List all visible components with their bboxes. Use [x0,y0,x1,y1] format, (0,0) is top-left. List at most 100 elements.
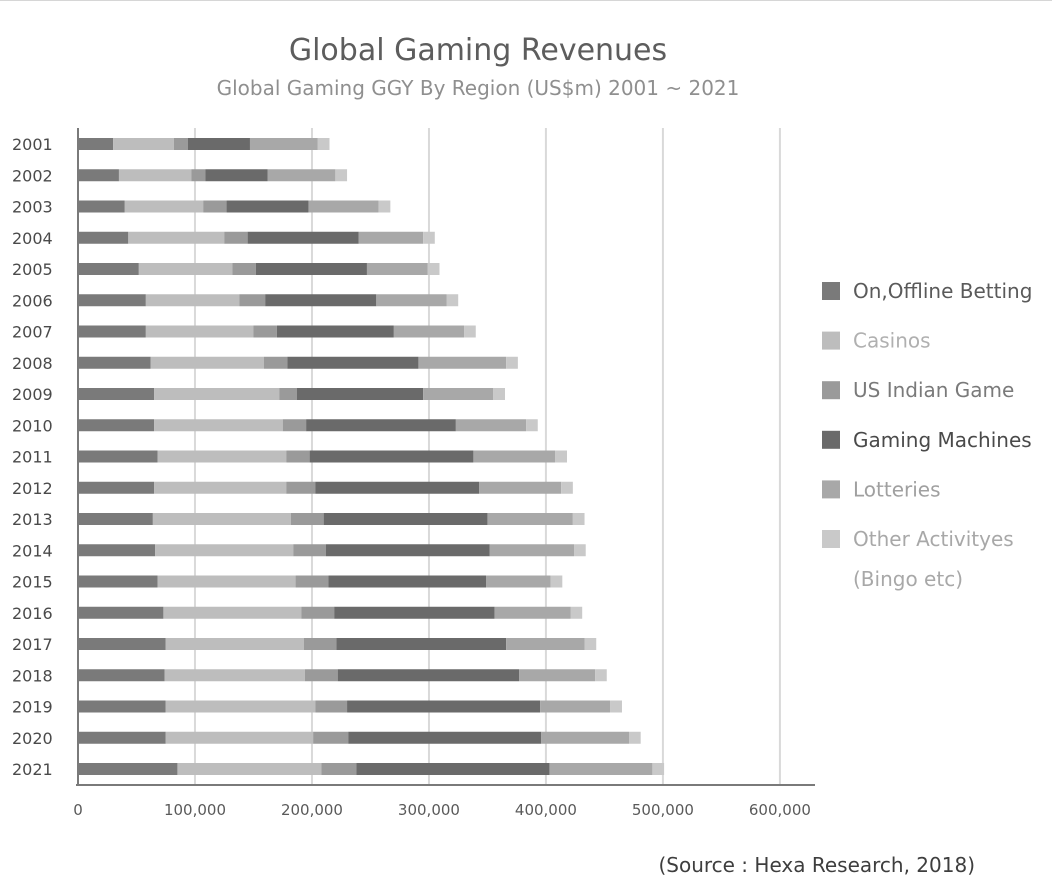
bar-2015-series-1 [157,575,296,588]
y-tick-label-2020: 2020 [12,729,53,748]
y-tick-label-2013: 2013 [12,510,53,529]
bar-2002-series-1 [118,169,192,182]
bar-2020-series-5 [628,731,641,744]
chart-title: Global Gaming Revenues [289,33,667,68]
bar-2006-series-0 [78,294,146,307]
bar-2016-series-0 [78,606,164,619]
bar-2003-series-4 [308,200,379,213]
bar-2017-series-3 [336,638,507,650]
y-tick-label-2006: 2006 [12,291,53,310]
bar-2016-series-2 [301,606,335,619]
x-tick-labels: 0 100,000 200,000 300,000 400,000 500,000 600,… [73,801,811,819]
y-tick-label-2018: 2018 [12,666,53,685]
bar-2011-series-3 [309,450,474,463]
bar-2014-series-4 [489,544,575,557]
bar-2021-series-3 [356,763,550,775]
y-tick-label-2014: 2014 [12,541,53,560]
bar-2014-series-1 [155,544,294,557]
legend-swatch-5 [822,530,840,548]
bar-2009-series-2 [279,388,297,400]
legend: On,Offline Betting Casinos US Indian Game G… [822,279,1032,591]
bar-2005-series-1 [138,263,233,275]
source-note: (Source : Hexa Research, 2018) [658,853,975,877]
bar-2001-series-1 [113,138,174,150]
bar-2010-series-4 [455,419,527,432]
bar-2016-series-3 [334,606,495,619]
legend-item-3: Gaming Machines [822,428,1032,452]
y-tick-labels: 2001 2002 2003 2004 2005 2006 2007 2008 2009 2010… [12,135,53,779]
bar-2007-series-3 [276,325,394,338]
bar-2003-series-2 [203,200,227,213]
bar-2006-series-1 [145,294,240,307]
y-tick-label-2021: 2021 [12,760,53,779]
legend-label-1: Casinos [853,329,931,353]
bars-layer [78,138,665,775]
bar-2014-series-0 [78,544,156,557]
bar-2013-series-3 [323,513,488,525]
x-tick-label-4: 400,000 [515,801,577,819]
bar-2002-series-4 [267,169,336,182]
bar-2017-series-1 [165,638,304,650]
bar-2002-series-0 [78,169,119,182]
bar-2005-series-5 [427,263,440,275]
bar-2005-series-2 [232,263,256,275]
legend-item-4: Lotteries [822,477,941,501]
bar-2019-series-1 [165,700,316,713]
bar-2001-series-0 [78,138,114,150]
legend-label-4: Lotteries [853,477,941,501]
bar-2008-series-0 [78,356,151,369]
bar-2010-series-5 [526,419,538,432]
y-tick-label-2015: 2015 [12,573,53,592]
bar-2003-series-0 [78,200,125,213]
bar-2007-series-4 [393,325,465,338]
bar-2001-series-2 [173,138,188,150]
bar-2010-series-0 [78,419,155,432]
legend-swatch-3 [822,430,840,449]
bar-2012-series-5 [561,481,573,494]
bar-2019-series-2 [315,700,348,713]
bar-2018-series-4 [519,669,596,682]
y-tick-label-2011: 2011 [12,448,53,467]
bar-2021-series-5 [652,763,665,775]
bar-2014-series-3 [326,544,490,557]
bar-2017-series-5 [584,638,597,650]
bar-2009-series-1 [154,388,280,400]
bar-2008-series-3 [287,356,419,369]
y-tick-label-2017: 2017 [12,635,53,654]
bar-2019-series-4 [540,700,611,713]
y-tick-label-2005: 2005 [12,260,53,279]
legend-label-0: On,Offline Betting [853,279,1032,303]
bar-2021-series-4 [549,763,653,775]
y-tick-label-2009: 2009 [12,385,53,404]
bar-2001-series-4 [249,138,318,150]
bar-2010-series-1 [154,419,283,432]
y-tick-label-2016: 2016 [12,604,53,623]
bar-2003-series-1 [124,200,204,213]
legend-item-2: US Indian Game [822,378,1014,402]
bar-2004-series-2 [224,231,248,244]
bar-2007-series-0 [78,325,146,338]
bar-2020-series-0 [78,731,166,744]
bar-2017-series-0 [78,638,166,650]
bar-2003-series-5 [378,200,391,213]
bar-2014-series-2 [293,544,327,557]
bar-2011-series-4 [473,450,556,463]
bar-2012-series-2 [286,481,316,494]
bar-2021-series-2 [321,763,357,775]
bar-2009-series-3 [296,388,424,400]
legend-swatch-1 [822,331,840,350]
bar-2020-series-3 [348,731,542,744]
bar-2020-series-2 [313,731,349,744]
legend-swatch-0 [822,282,840,300]
bar-2021-series-0 [78,763,178,775]
x-tick-label-3: 300,000 [398,801,460,819]
bar-2007-series-2 [253,325,277,338]
bar-2003-series-3 [226,200,309,213]
bar-2019-series-0 [78,700,166,713]
bar-2009-series-0 [78,388,155,400]
bar-2011-series-5 [555,450,567,463]
bar-2008-series-4 [418,356,507,369]
bar-2009-series-4 [423,388,494,400]
